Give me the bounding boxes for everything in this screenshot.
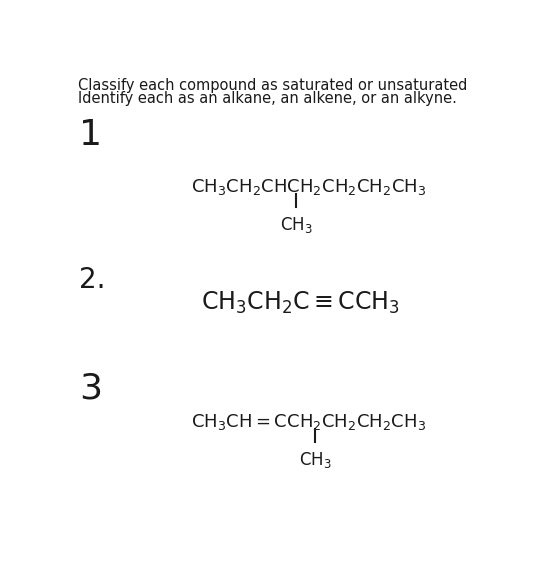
Text: $\mathsf{CH_3CH_2CHCH_2CH_2CH_2CH_3}$: $\mathsf{CH_3CH_2CHCH_2CH_2CH_2CH_3}$ bbox=[191, 177, 426, 197]
Text: Identify each as an alkane, an alkene, or an alkyne.: Identify each as an alkane, an alkene, o… bbox=[78, 91, 456, 106]
Text: $\mathsf{CH_3CH_2C{\equiv}CCH_3}$: $\mathsf{CH_3CH_2C{\equiv}CCH_3}$ bbox=[202, 289, 401, 316]
Text: 3: 3 bbox=[79, 372, 102, 406]
Text: 1: 1 bbox=[79, 118, 102, 152]
Text: $\mathsf{CH_3}$: $\mathsf{CH_3}$ bbox=[280, 215, 313, 235]
Text: 2.: 2. bbox=[79, 266, 106, 294]
Text: $\mathsf{CH_3}$: $\mathsf{CH_3}$ bbox=[299, 450, 332, 470]
Text: $\mathsf{CH_3CH{=}CCH_2CH_2CH_2CH_3}$: $\mathsf{CH_3CH{=}CCH_2CH_2CH_2CH_3}$ bbox=[191, 412, 426, 432]
Text: Classify each compound as saturated or unsaturated: Classify each compound as saturated or u… bbox=[78, 78, 467, 94]
